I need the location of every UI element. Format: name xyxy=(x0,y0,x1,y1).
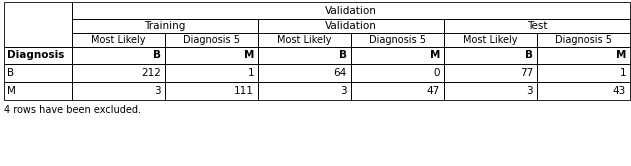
Bar xyxy=(72,19,258,33)
Text: Validation: Validation xyxy=(325,21,377,31)
Bar xyxy=(351,64,444,82)
Bar xyxy=(72,64,165,82)
Text: 0: 0 xyxy=(433,68,440,78)
Bar xyxy=(72,47,165,64)
Text: Diagnosis 5: Diagnosis 5 xyxy=(369,35,426,45)
Bar xyxy=(165,47,258,64)
Text: Diagnosis: Diagnosis xyxy=(7,50,64,60)
Text: Most Likely: Most Likely xyxy=(463,35,518,45)
Text: 4 rows have been excluded.: 4 rows have been excluded. xyxy=(4,105,141,115)
Text: 3: 3 xyxy=(155,86,161,96)
Bar xyxy=(537,82,630,100)
Text: 64: 64 xyxy=(334,68,347,78)
Bar xyxy=(258,33,351,47)
Text: Validation: Validation xyxy=(325,5,377,15)
Bar xyxy=(165,82,258,100)
Bar xyxy=(444,47,537,64)
Text: Training: Training xyxy=(144,21,186,31)
Bar xyxy=(258,19,444,33)
Text: 3: 3 xyxy=(526,86,533,96)
Text: Most Likely: Most Likely xyxy=(91,35,146,45)
Bar xyxy=(4,2,72,47)
Bar xyxy=(72,33,165,47)
Bar xyxy=(258,47,351,64)
Bar xyxy=(351,47,444,64)
Bar xyxy=(258,82,351,100)
Bar xyxy=(72,82,165,100)
Text: M: M xyxy=(430,50,440,60)
Text: 1: 1 xyxy=(620,68,626,78)
Text: B: B xyxy=(339,50,347,60)
Bar xyxy=(72,2,630,19)
Bar xyxy=(444,64,537,82)
Bar xyxy=(351,33,444,47)
Bar xyxy=(351,82,444,100)
Bar xyxy=(165,33,258,47)
Text: 1: 1 xyxy=(247,68,254,78)
Text: 111: 111 xyxy=(234,86,254,96)
Bar xyxy=(258,64,351,82)
Text: Diagnosis 5: Diagnosis 5 xyxy=(183,35,240,45)
Bar xyxy=(537,47,630,64)
Text: Most Likely: Most Likely xyxy=(277,35,332,45)
Bar xyxy=(444,33,537,47)
Text: Diagnosis 5: Diagnosis 5 xyxy=(555,35,612,45)
Bar xyxy=(4,47,72,64)
Bar xyxy=(537,33,630,47)
Bar xyxy=(444,82,537,100)
Text: B: B xyxy=(153,50,161,60)
Text: M: M xyxy=(616,50,626,60)
Bar xyxy=(4,82,72,100)
Text: 77: 77 xyxy=(520,68,533,78)
Bar xyxy=(537,64,630,82)
Text: 47: 47 xyxy=(427,86,440,96)
Text: M: M xyxy=(7,86,16,96)
Text: 212: 212 xyxy=(141,68,161,78)
Text: 3: 3 xyxy=(340,86,347,96)
Text: B: B xyxy=(7,68,14,78)
Text: M: M xyxy=(244,50,254,60)
Text: 43: 43 xyxy=(613,86,626,96)
Bar xyxy=(444,19,630,33)
Bar xyxy=(165,64,258,82)
Bar xyxy=(4,64,72,82)
Text: B: B xyxy=(525,50,533,60)
Text: Test: Test xyxy=(527,21,547,31)
